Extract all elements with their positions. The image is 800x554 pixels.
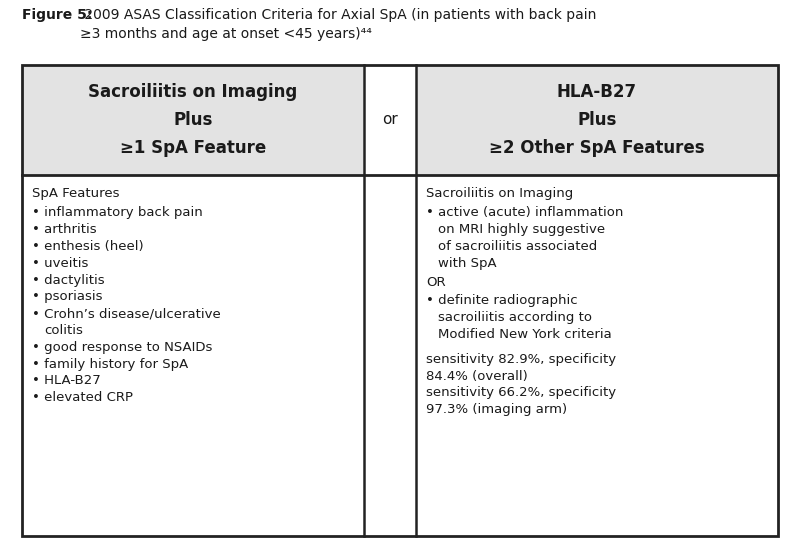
Text: 84.4% (overall): 84.4% (overall) xyxy=(426,370,528,383)
Text: sensitivity 66.2%, specificity: sensitivity 66.2%, specificity xyxy=(426,386,616,399)
Text: • active (acute) inflammation: • active (acute) inflammation xyxy=(426,206,623,219)
Text: colitis: colitis xyxy=(44,324,83,337)
Bar xyxy=(22,65,778,175)
Text: • HLA-B27: • HLA-B27 xyxy=(32,375,101,387)
Text: with SpA: with SpA xyxy=(438,257,497,270)
Text: OR: OR xyxy=(426,275,446,289)
Text: • dactylitis: • dactylitis xyxy=(32,274,105,286)
Text: on MRI highly suggestive: on MRI highly suggestive xyxy=(438,223,605,236)
Bar xyxy=(22,65,778,536)
Text: HLA-B27
Plus
≥2 Other SpA Features: HLA-B27 Plus ≥2 Other SpA Features xyxy=(489,83,705,157)
Text: • inflammatory back pain: • inflammatory back pain xyxy=(32,206,202,219)
Text: Sacroiliitis on Imaging
Plus
≥1 SpA Feature: Sacroiliitis on Imaging Plus ≥1 SpA Feat… xyxy=(88,83,298,157)
Text: Figure 5:: Figure 5: xyxy=(22,8,92,22)
Text: of sacroiliitis associated: of sacroiliitis associated xyxy=(438,240,598,253)
Text: Sacroiliitis on Imaging: Sacroiliitis on Imaging xyxy=(426,187,574,200)
Text: sacroiliitis according to: sacroiliitis according to xyxy=(438,311,592,324)
Text: • good response to NSAIDs: • good response to NSAIDs xyxy=(32,341,212,353)
Text: 97.3% (imaging arm): 97.3% (imaging arm) xyxy=(426,403,567,416)
Text: • arthritis: • arthritis xyxy=(32,223,97,236)
Text: 2009 ASAS Classification Criteria for Axial SpA (in patients with back pain
≥3 m: 2009 ASAS Classification Criteria for Ax… xyxy=(80,8,596,41)
Text: or: or xyxy=(382,112,398,127)
Text: • elevated CRP: • elevated CRP xyxy=(32,391,133,404)
Text: Modified New York criteria: Modified New York criteria xyxy=(438,327,612,341)
Text: • Crohn’s disease/ulcerative: • Crohn’s disease/ulcerative xyxy=(32,307,221,320)
Text: sensitivity 82.9%, specificity: sensitivity 82.9%, specificity xyxy=(426,353,616,366)
Text: • family history for SpA: • family history for SpA xyxy=(32,357,188,371)
Bar xyxy=(364,65,416,175)
Text: • psoriasis: • psoriasis xyxy=(32,290,102,304)
Text: • uveitis: • uveitis xyxy=(32,257,88,270)
Text: SpA Features: SpA Features xyxy=(32,187,119,200)
Text: • enthesis (heel): • enthesis (heel) xyxy=(32,240,144,253)
Text: • definite radiographic: • definite radiographic xyxy=(426,294,578,307)
